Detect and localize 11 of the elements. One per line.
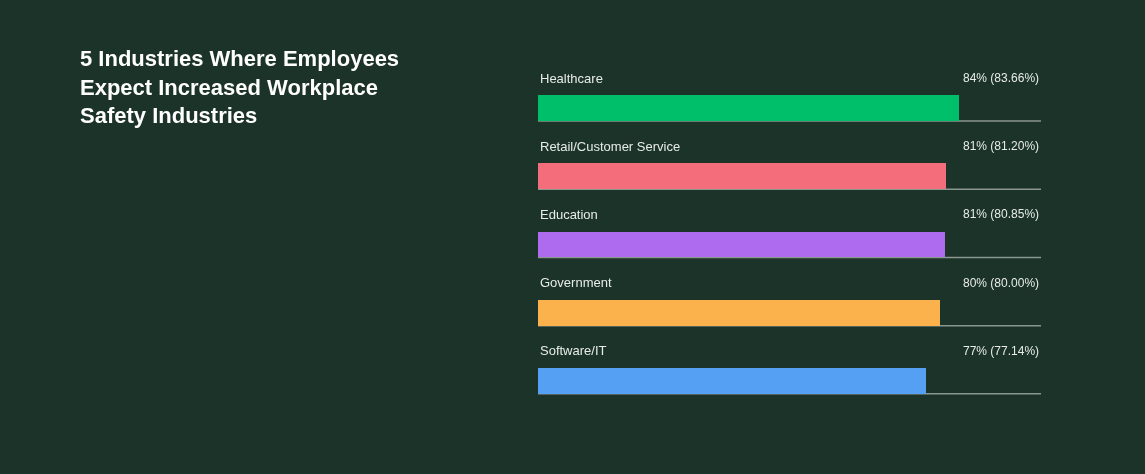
data-label: 77% (77.14%) xyxy=(963,344,1040,358)
y-tick-label: Software/IT xyxy=(540,343,607,358)
data-label: 84% (83.66%) xyxy=(963,71,1040,85)
y-tick-label: Government xyxy=(540,275,612,290)
y-tick-label: Retail/Customer Service xyxy=(540,139,681,154)
data-label: 81% (81.20%) xyxy=(963,139,1040,153)
data-label: 81% (80.85%) xyxy=(963,207,1040,221)
data-label: 80% (80.00%) xyxy=(963,276,1040,290)
text: 5 Industries Where Employees Expect Increased Workplace Safety Industries xyxy=(80,46,400,129)
y-tick-label: Education xyxy=(540,207,598,222)
y-tick-label: Healthcare xyxy=(540,71,603,86)
